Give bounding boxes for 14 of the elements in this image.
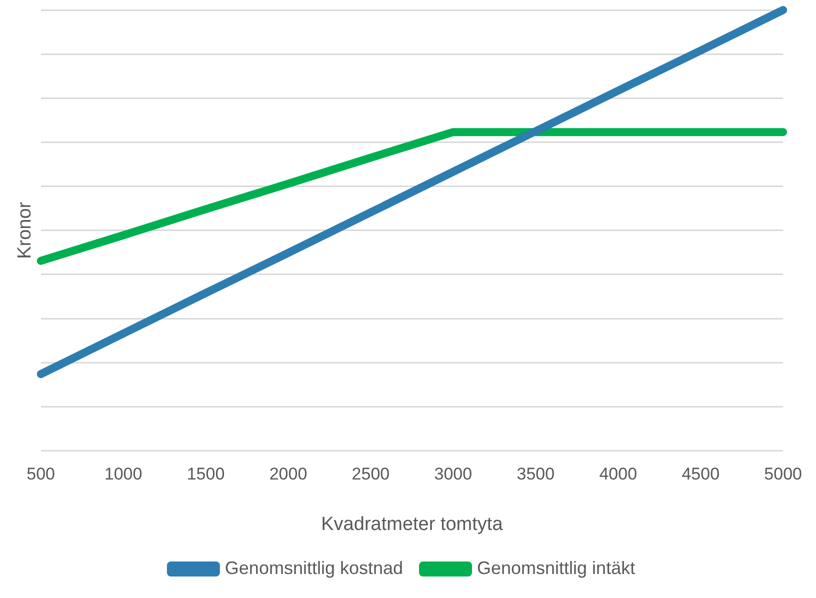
x-tick-label: 4500 <box>682 464 720 484</box>
x-axis-title: Kvadratmeter tomtyta <box>321 514 504 535</box>
x-tick-label: 3000 <box>434 464 472 484</box>
legend-label: Genomsnittlig kostnad <box>224 558 404 578</box>
x-tick-label: 2500 <box>352 464 390 484</box>
x-tick-label: 1500 <box>186 464 225 484</box>
x-tick-label: 4000 <box>599 464 638 484</box>
x-tick-label: 5000 <box>764 464 802 484</box>
x-tick-label: 500 <box>26 464 55 484</box>
x-tick-label: 1000 <box>104 464 142 484</box>
x-tick-label: 2000 <box>269 464 308 484</box>
y-axis-title: Kronor <box>14 201 36 259</box>
x-tick-label: 3500 <box>516 464 555 484</box>
legend-label: Genomsnittlig intäkt <box>477 558 636 578</box>
